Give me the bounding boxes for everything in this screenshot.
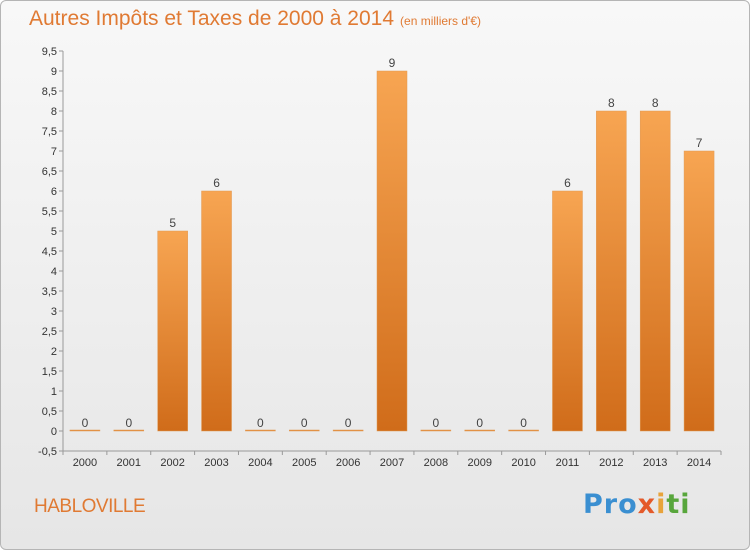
data-label: 0 xyxy=(345,416,352,430)
y-tick-label: 8 xyxy=(51,106,57,118)
bar xyxy=(332,429,364,432)
y-tick-label: 0 xyxy=(51,426,57,438)
proxiti-logo: Proxiti xyxy=(583,489,691,520)
y-tick-label: 6,5 xyxy=(42,166,57,178)
y-tick-label: 3 xyxy=(51,306,57,318)
data-label: 9 xyxy=(389,56,396,70)
data-label: 0 xyxy=(125,416,132,430)
y-tick-label: 9 xyxy=(51,66,57,78)
y-tick-label: 2,5 xyxy=(42,326,57,338)
x-tick-label: 2003 xyxy=(204,457,228,469)
chart-subtitle: (en milliers d'€) xyxy=(400,14,482,28)
logo-part: Pro xyxy=(583,489,638,520)
bar xyxy=(245,429,276,432)
data-label: 0 xyxy=(476,416,483,430)
bar xyxy=(376,70,408,432)
data-label: 0 xyxy=(301,416,308,430)
data-label: 0 xyxy=(257,416,264,430)
y-tick-label: 5,5 xyxy=(42,206,57,218)
bar xyxy=(596,110,627,432)
data-label: 8 xyxy=(652,96,659,110)
x-tick-label: 2011 xyxy=(556,457,580,469)
y-tick-label: 2 xyxy=(51,346,57,358)
bar xyxy=(552,190,583,432)
chart-title: Autres Impôts et Taxes de 2000 à 2014 (en… xyxy=(29,7,481,31)
bar xyxy=(289,429,320,432)
y-tick-label: -0,5 xyxy=(38,446,57,458)
y-tick-label: 4,5 xyxy=(42,246,57,258)
chart-title-text: Autres Impôts et Taxes de 2000 à 2014 xyxy=(29,7,395,30)
x-tick-label: 2004 xyxy=(248,457,272,469)
bar xyxy=(157,230,188,432)
bar xyxy=(508,429,539,432)
y-tick-label: 1,5 xyxy=(42,366,57,378)
y-tick-label: 6 xyxy=(51,186,57,198)
y-tick-label: 1 xyxy=(51,386,57,398)
bar xyxy=(683,150,715,432)
x-tick-label: 2000 xyxy=(73,457,97,469)
data-label: 0 xyxy=(82,416,89,430)
bar xyxy=(639,110,671,432)
data-label: 0 xyxy=(433,416,440,430)
x-tick-label: 2008 xyxy=(424,457,448,469)
bar xyxy=(420,429,452,432)
x-tick-label: 2012 xyxy=(599,457,623,469)
y-tick-label: 9,5 xyxy=(42,46,57,58)
data-label: 0 xyxy=(520,416,527,430)
bar xyxy=(113,429,145,432)
commune-name: HABLOVILLE xyxy=(34,496,146,517)
y-tick-label: 8,5 xyxy=(42,86,57,98)
data-label: 5 xyxy=(169,216,176,230)
logo-part: x xyxy=(637,489,657,520)
data-label: 7 xyxy=(696,136,703,150)
logo-part: ti xyxy=(666,489,691,520)
x-tick-label: 2009 xyxy=(467,457,491,469)
logo-part: i xyxy=(656,489,667,520)
y-tick-label: 7 xyxy=(51,146,57,158)
y-tick-label: 0,5 xyxy=(42,406,57,418)
x-tick-label: 2010 xyxy=(511,457,535,469)
data-label: 8 xyxy=(608,96,615,110)
x-tick-label: 2007 xyxy=(380,457,404,469)
y-tick-label: 5 xyxy=(51,226,57,238)
bar xyxy=(69,429,101,432)
x-tick-label: 2014 xyxy=(687,457,711,469)
bar xyxy=(464,429,495,432)
x-tick-label: 2001 xyxy=(117,457,141,469)
y-tick-label: 4 xyxy=(51,266,57,278)
y-tick-label: 7,5 xyxy=(42,126,57,138)
x-tick-label: 2005 xyxy=(292,457,316,469)
x-tick-label: 2002 xyxy=(160,457,184,469)
bar xyxy=(201,190,232,432)
x-tick-label: 2013 xyxy=(643,457,667,469)
data-label: 6 xyxy=(213,176,220,190)
data-label: 6 xyxy=(564,176,571,190)
x-tick-label: 2006 xyxy=(336,457,360,469)
y-tick-label: 3,5 xyxy=(42,286,57,298)
